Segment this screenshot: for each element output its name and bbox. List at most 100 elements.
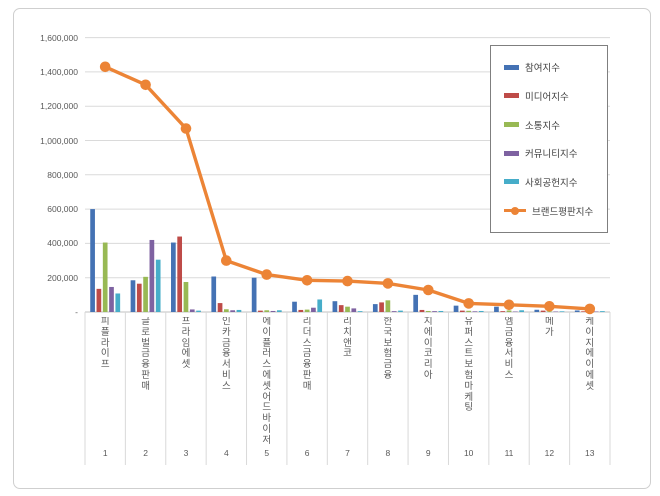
y-axis-tick-label: 800,000 xyxy=(47,169,78,180)
rank-number: 10 xyxy=(463,448,474,458)
bar-사회공헌지수 xyxy=(196,310,201,312)
bar-커뮤니티지수 xyxy=(270,310,276,312)
legend-item-label: 참여지수 xyxy=(525,63,560,75)
bar-소통지수 xyxy=(506,310,512,312)
bar-사회공헌지수 xyxy=(600,311,605,312)
y-axis-tick-label: 1,400,000 xyxy=(40,66,78,77)
legend-bar-swatch-icon xyxy=(504,122,519,128)
bar-커뮤니티지수 xyxy=(472,311,478,312)
bar-커뮤니티지수 xyxy=(553,311,559,312)
bar-소통지수 xyxy=(385,300,391,312)
bar-미디어지수 xyxy=(217,303,223,312)
bar-참여지수 xyxy=(574,310,580,312)
rank-number: 7 xyxy=(345,448,350,458)
rank-number: 9 xyxy=(425,448,431,458)
rank-number: 2 xyxy=(143,448,148,458)
bar-참여지수 xyxy=(292,301,297,312)
bar-미디어지수 xyxy=(379,302,384,312)
bar-커뮤니티지수 xyxy=(311,307,316,312)
marker-브랜드평판지수 xyxy=(382,278,394,289)
marker-브랜드평판지수 xyxy=(261,269,273,280)
bar-참여지수 xyxy=(413,294,419,312)
bar-참여지수 xyxy=(211,276,217,312)
bar-미디어지수 xyxy=(96,288,102,312)
bar-참여지수 xyxy=(332,301,338,312)
y-axis-tick-label: 1,600,000 xyxy=(40,32,78,43)
bar-미디어지수 xyxy=(177,236,183,312)
legend-line-swatch-icon xyxy=(504,206,526,215)
bar-사회공헌지수 xyxy=(478,310,484,312)
bar-커뮤니티지수 xyxy=(109,286,114,312)
legend-item: 미디어지수 xyxy=(504,89,603,103)
legend-item-label: 커뮤니티지수 xyxy=(525,149,578,161)
bar-소통지수 xyxy=(102,242,108,312)
bar-사회공헌지수 xyxy=(236,309,242,312)
legend-item-label: 사회공헌지수 xyxy=(525,177,578,189)
rank-number: 6 xyxy=(304,448,310,458)
bar-미디어지수 xyxy=(419,309,425,312)
marker-브랜드평판지수 xyxy=(140,79,151,91)
bar-커뮤니티지수 xyxy=(432,311,437,312)
bar-참여지수 xyxy=(90,209,95,312)
legend-item: 커뮤니티지수 xyxy=(504,146,603,160)
bar-미디어지수 xyxy=(136,283,142,312)
marker-브랜드평판지수 xyxy=(503,299,515,311)
marker-브랜드평판지수 xyxy=(221,255,232,266)
rank-number: 12 xyxy=(544,448,555,458)
bar-미디어지수 xyxy=(460,310,465,312)
bar-소통지수 xyxy=(224,309,229,312)
y-axis-tick-label: 200,000 xyxy=(47,272,78,283)
rank-number: 1 xyxy=(102,448,108,458)
marker-브랜드평판지수 xyxy=(99,61,111,73)
bar-소통지수 xyxy=(264,310,270,312)
legend-item: 사회공헌지수 xyxy=(504,175,603,189)
bar-참여지수 xyxy=(130,280,136,312)
bar-사회공헌지수 xyxy=(438,310,444,312)
bar-커뮤니티지수 xyxy=(189,309,195,312)
bar-커뮤니티지수 xyxy=(230,310,235,312)
y-axis-tick-label: 600,000 xyxy=(47,204,78,215)
legend-item: 참여지수 xyxy=(504,60,603,74)
legend-item: 브랜드평판지수 xyxy=(504,204,603,218)
rank-number: 4 xyxy=(224,448,229,458)
bar-소통지수 xyxy=(304,309,310,312)
y-axis-tick-label: 400,000 xyxy=(47,238,78,249)
bar-소통지수 xyxy=(143,276,148,312)
bar-사회공헌지수 xyxy=(357,311,363,312)
marker-브랜드평판지수 xyxy=(342,275,353,287)
bar-미디어지수 xyxy=(581,311,586,312)
bar-소통지수 xyxy=(345,306,350,312)
legend-bar-swatch-icon xyxy=(504,64,519,70)
bar-사회공헌지수 xyxy=(398,310,403,312)
bar-소통지수 xyxy=(466,310,471,312)
bar-사회공헌지수 xyxy=(559,311,565,312)
rank-number: 8 xyxy=(385,448,391,458)
marker-브랜드평판지수 xyxy=(423,284,434,296)
bar-커뮤니티지수 xyxy=(593,311,599,312)
bar-미디어지수 xyxy=(338,305,344,312)
rank-number: 11 xyxy=(504,448,514,458)
bar-미디어지수 xyxy=(540,310,546,312)
bar-참여지수 xyxy=(453,305,459,312)
bar-참여지수 xyxy=(171,242,176,312)
